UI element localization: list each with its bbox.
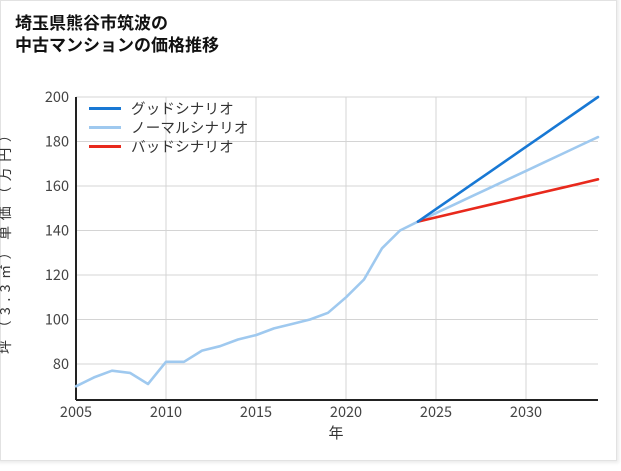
- svg-text:80: 80: [53, 353, 69, 374]
- svg-text:2010: 2010: [150, 401, 182, 422]
- svg-text:120: 120: [45, 264, 69, 285]
- svg-text:180: 180: [45, 131, 69, 152]
- svg-text:2005: 2005: [60, 401, 92, 422]
- svg-text:年: 年: [328, 422, 343, 443]
- svg-text:160: 160: [45, 175, 69, 196]
- svg-text:2020: 2020: [330, 401, 362, 422]
- svg-text:140: 140: [45, 220, 69, 241]
- svg-text:2015: 2015: [240, 401, 272, 422]
- svg-text:100: 100: [45, 309, 69, 330]
- svg-text:2030: 2030: [510, 401, 542, 422]
- svg-text:200: 200: [45, 86, 69, 107]
- svg-text:2025: 2025: [420, 401, 452, 422]
